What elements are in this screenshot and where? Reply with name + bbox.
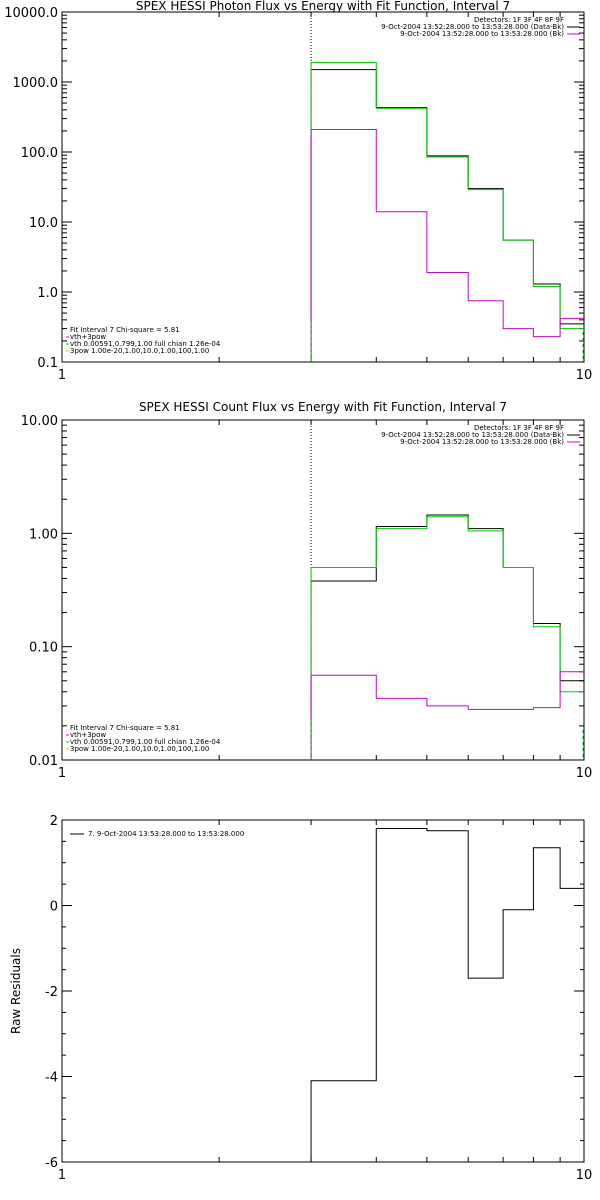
plot-frame — [61, 419, 585, 761]
series-step-line-3 — [310, 128, 584, 362]
x-tick-label: 1 — [58, 766, 66, 781]
y-tick-label: -6 — [45, 1156, 58, 1171]
y-tick-label: 1.00 — [29, 527, 58, 542]
legend-bottom-text: 3pow 1.00e-20,1.00,10.0,1.00,100,1.00 — [70, 745, 209, 753]
y-tick-label: 1000.0 — [13, 76, 59, 91]
x-tick-label: 10 — [576, 766, 593, 781]
legend-top-text: Detectors: 1F 3F 4F 8F 9F — [474, 16, 564, 24]
legend-bottom-text: 3pow 1.00e-20,1.00,10.0,1.00,100,1.00 — [70, 347, 209, 355]
y-tick-label: -4 — [45, 1071, 58, 1086]
plot-frame — [61, 11, 585, 363]
y-tick-label: -2 — [45, 985, 58, 1000]
x-tick-label: 10 — [576, 1168, 593, 1183]
x-tick-label: 1 — [58, 368, 66, 383]
chart-title: SPEX HESSI Photon Flux vs Energy with Fi… — [136, 0, 510, 13]
legend-top-text: 9-Oct-2004 13:52:28.000 to 13:53:28.000 … — [381, 431, 564, 439]
raw-residuals-panel: 1 10 -6 -4 -2 0 2 Raw Residuals 7. 9-Oct-2004 13… — [9, 814, 592, 1183]
legend-bottom-text: vth 0.00591,0.799,1.00 full chian 1.26e-… — [70, 340, 221, 348]
y-tick-label: 0.10 — [29, 641, 58, 656]
chart-title: SPEX HESSI Count Flux vs Energy with Fit… — [139, 400, 507, 414]
legend-top-text: 9-Oct-2004 13:52:28.000 to 13:53:28.000 … — [400, 438, 564, 446]
legend-bottom-text: Fit Interval 7 Chi-square = 5.81 — [70, 724, 180, 732]
legend-top-text: 9-Oct-2004 13:52:28.000 to 13:53:28.000 … — [400, 30, 564, 38]
y-tick-label: 0.1 — [37, 356, 58, 371]
legend-top-text: 9-Oct-2004 13:52:28.000 to 13:53:28.000 … — [381, 23, 564, 31]
y-tick-label: 1.0 — [37, 286, 58, 301]
legend-bottom-text: Fit Interval 7 Chi-square = 5.81 — [70, 326, 180, 334]
legend-bottom-text: vth+3pow — [70, 333, 106, 341]
legend-top-text: 7. 9-Oct-2004 13:53:28.000 to 13:53:28.0… — [88, 830, 244, 838]
series-step-line-1 — [310, 69, 584, 362]
x-tick-label: 10 — [576, 368, 593, 383]
legend-bottom-text: vth+3pow — [70, 731, 106, 739]
count-flux-panel: SPEX HESSI Count Flux vs Energy with Fit… — [21, 400, 592, 781]
y-tick-label: 100.0 — [21, 146, 58, 161]
y-tick-label: 0.01 — [29, 754, 58, 769]
legend-top-text: Detectors: 1F 3F 4F 8F 9F — [474, 424, 564, 432]
series-step-line-1 — [310, 828, 584, 1162]
series-step-line-2 — [310, 61, 584, 362]
series-step-line-3 — [310, 671, 584, 760]
y-tick-label: 10.00 — [21, 414, 58, 429]
y-tick-label: 2 — [50, 814, 58, 829]
series-step-line-1 — [310, 514, 584, 760]
x-tick-label: 1 — [58, 1168, 66, 1183]
plot-frame — [61, 819, 585, 1163]
photon-flux-panel: SPEX HESSI Photon Flux vs Energy with Fi… — [4, 0, 592, 383]
legend-bottom-text: vth 0.00591,0.799,1.00 full chian 1.26e-… — [70, 738, 221, 746]
y-tick-label: 0 — [50, 900, 58, 915]
y-tick-label: 10000.0 — [4, 6, 58, 21]
series-step-line-2 — [310, 516, 584, 760]
y-axis-label: Raw Residuals — [9, 948, 23, 1034]
y-tick-label: 10.0 — [29, 216, 58, 231]
